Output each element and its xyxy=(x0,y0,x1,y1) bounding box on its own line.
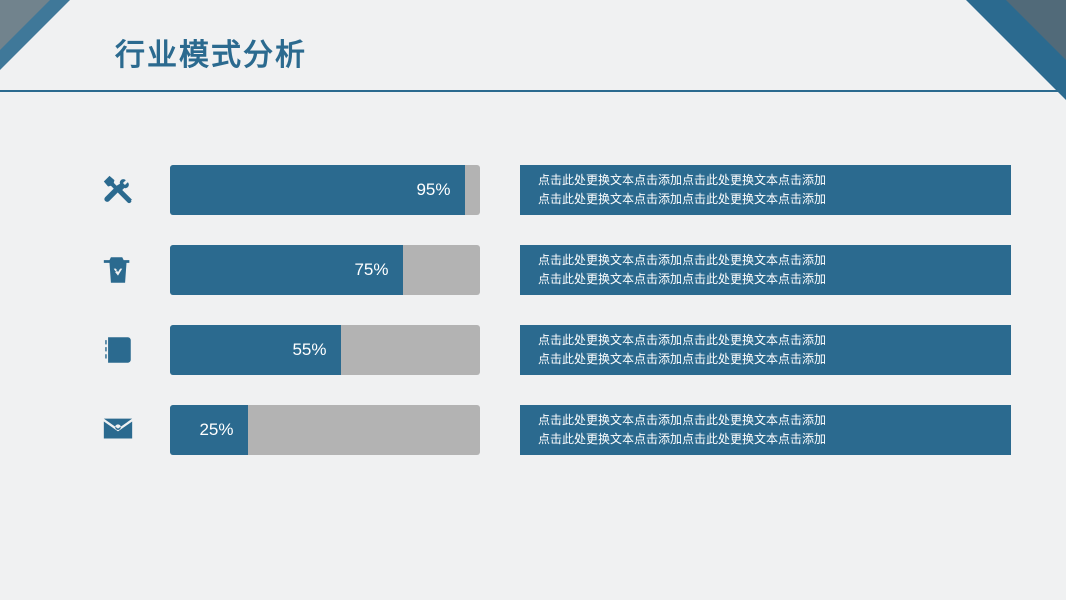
progress-bar-label: 55% xyxy=(292,340,326,360)
data-row: 25% 点击此处更换文本点击添加点击此处更换文本点击添加 点击此处更换文本点击添… xyxy=(95,405,1011,455)
description-line: 点击此处更换文本点击添加点击此处更换文本点击添加 xyxy=(538,331,993,350)
progress-bar-fill: 55% xyxy=(170,325,341,375)
progress-bar-fill: 75% xyxy=(170,245,403,295)
description-line: 点击此处更换文本点击添加点击此处更换文本点击添加 xyxy=(538,350,993,369)
page-title: 行业模式分析 xyxy=(115,30,307,74)
progress-bar-label: 75% xyxy=(354,260,388,280)
description-box: 点击此处更换文本点击添加点击此处更换文本点击添加 点击此处更换文本点击添加点击此… xyxy=(520,325,1011,375)
email-icon xyxy=(95,405,140,455)
description-box: 点击此处更换文本点击添加点击此处更换文本点击添加 点击此处更换文本点击添加点击此… xyxy=(520,165,1011,215)
progress-bar-label: 25% xyxy=(199,420,233,440)
progress-bar: 25% xyxy=(170,405,480,455)
description-line: 点击此处更换文本点击添加点击此处更换文本点击添加 xyxy=(538,411,993,430)
data-row: 95% 点击此处更换文本点击添加点击此处更换文本点击添加 点击此处更换文本点击添… xyxy=(95,165,1011,215)
description-box: 点击此处更换文本点击添加点击此处更换文本点击添加 点击此处更换文本点击添加点击此… xyxy=(520,245,1011,295)
corner-decoration-tl-inner xyxy=(0,0,50,50)
tools-icon xyxy=(95,165,140,215)
corner-decoration-tr-inner xyxy=(1006,0,1066,60)
page-title-wrap: 行业模式分析 xyxy=(115,30,307,74)
data-row: 55% 点击此处更换文本点击添加点击此处更换文本点击添加 点击此处更换文本点击添… xyxy=(95,325,1011,375)
progress-bar-fill: 95% xyxy=(170,165,465,215)
description-line: 点击此处更换文本点击添加点击此处更换文本点击添加 xyxy=(538,171,993,190)
title-divider xyxy=(0,90,1066,92)
description-line: 点击此处更换文本点击添加点击此处更换文本点击添加 xyxy=(538,270,993,289)
data-row: 75% 点击此处更换文本点击添加点击此处更换文本点击添加 点击此处更换文本点击添… xyxy=(95,245,1011,295)
description-line: 点击此处更换文本点击添加点击此处更换文本点击添加 xyxy=(538,190,993,209)
progress-bar: 55% xyxy=(170,325,480,375)
progress-bar-fill: 25% xyxy=(170,405,248,455)
content-area: 95% 点击此处更换文本点击添加点击此处更换文本点击添加 点击此处更换文本点击添… xyxy=(95,165,1011,485)
progress-bar-label: 95% xyxy=(416,180,450,200)
recycle-bin-icon xyxy=(95,245,140,295)
progress-bar: 95% xyxy=(170,165,480,215)
progress-bar: 75% xyxy=(170,245,480,295)
description-line: 点击此处更换文本点击添加点击此处更换文本点击添加 xyxy=(538,430,993,449)
phone-book-icon xyxy=(95,325,140,375)
description-box: 点击此处更换文本点击添加点击此处更换文本点击添加 点击此处更换文本点击添加点击此… xyxy=(520,405,1011,455)
description-line: 点击此处更换文本点击添加点击此处更换文本点击添加 xyxy=(538,251,993,270)
